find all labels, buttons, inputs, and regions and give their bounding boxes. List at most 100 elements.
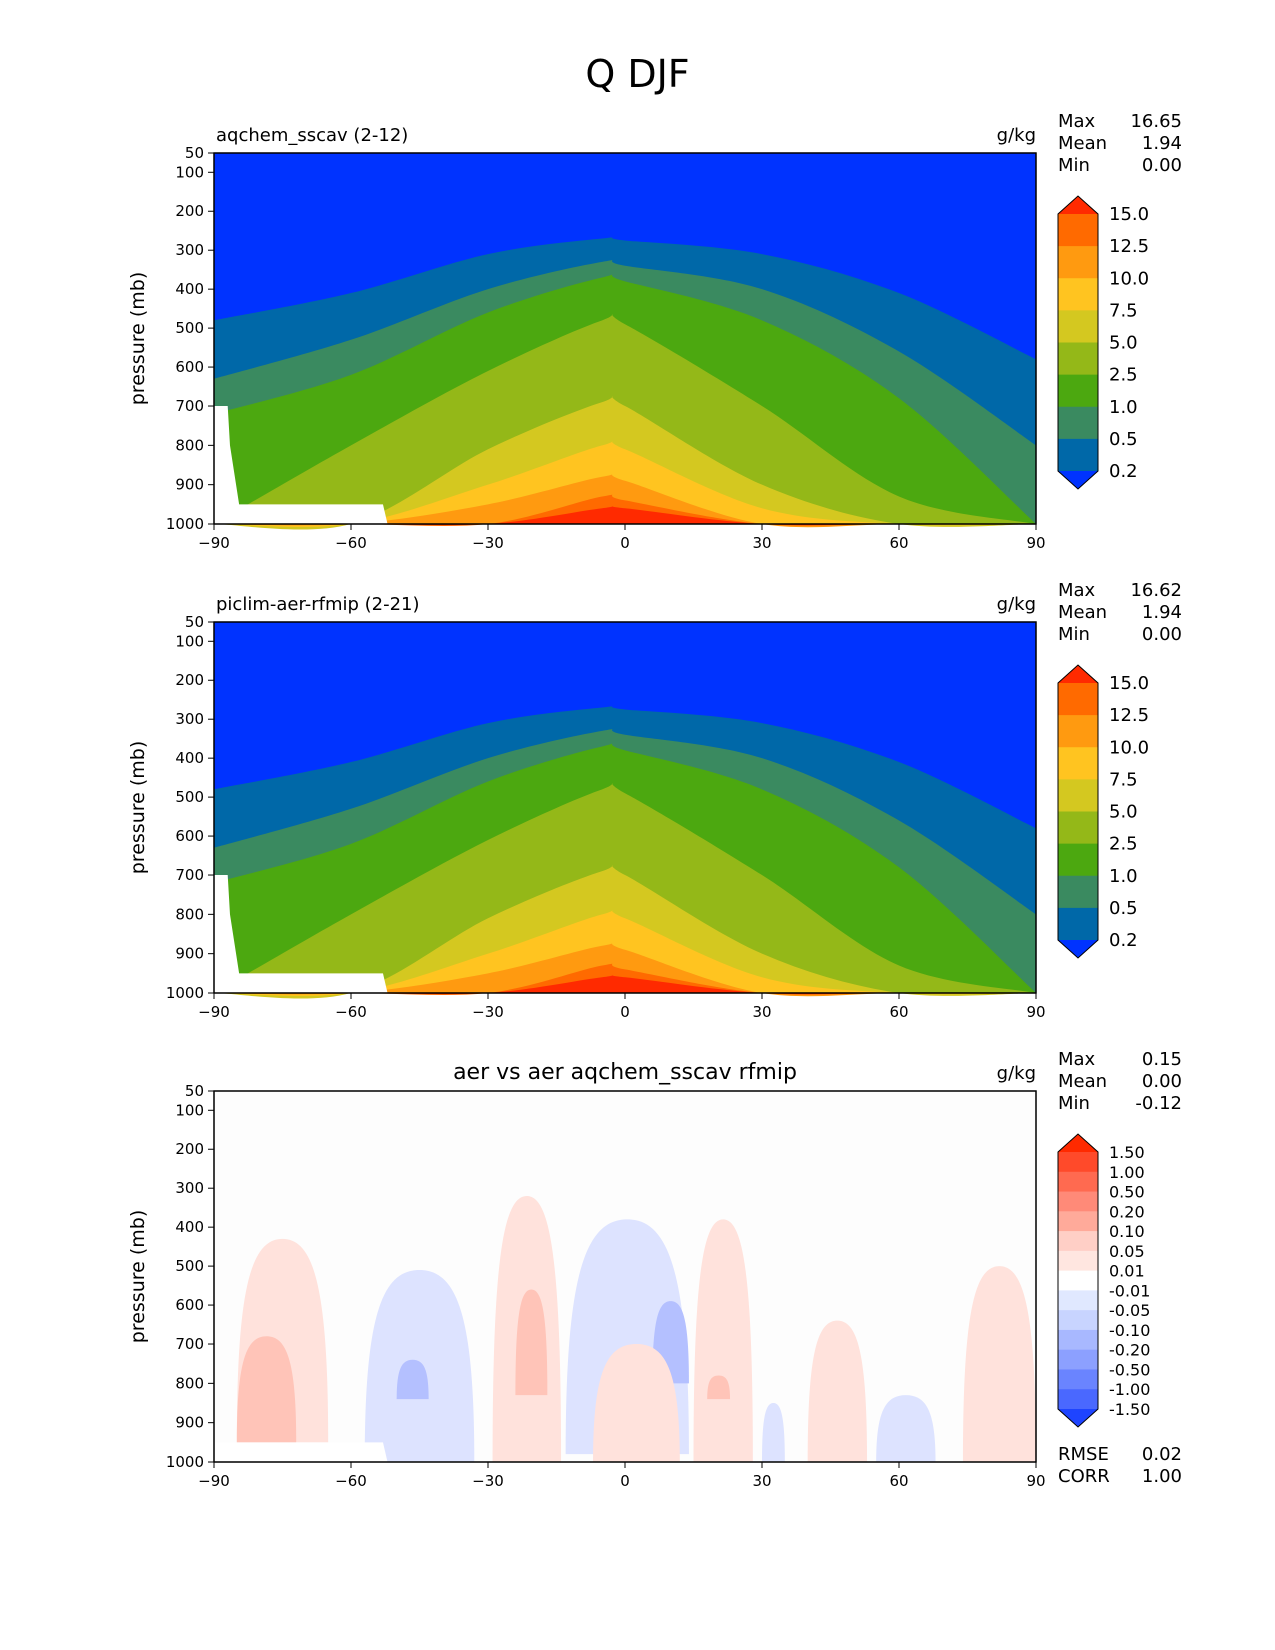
colorbar-extend-min [1058,940,1098,958]
colorbar-swatch [1058,1369,1098,1390]
colorbar-label: 0.2 [1109,461,1138,482]
colorbar-swatch [1058,278,1098,311]
y-tick-label: 200 [175,671,204,689]
x-tick-label: 90 [1026,1003,1045,1021]
colorbar-label: 1.50 [1109,1143,1145,1162]
colorbar-swatch [1058,779,1098,812]
stat-label: Max [1058,580,1096,601]
y-axis-label: pressure (mb) [127,741,149,875]
y-axis-label: pressure (mb) [127,272,149,406]
colorbar-label: 0.10 [1109,1222,1145,1241]
y-tick-label: 700 [175,866,204,884]
y-tick-label: 50 [185,1082,204,1100]
anomaly-region [962,1266,1036,1462]
y-tick-label: 900 [175,945,204,963]
colorbar-label: -0.20 [1109,1341,1150,1360]
stat-value: 1.00 [1142,1466,1182,1487]
y-tick-label: 800 [175,1374,204,1392]
colorbar-label: 5.0 [1109,802,1138,823]
x-tick-label: −60 [335,1003,367,1021]
colorbar-label: 0.2 [1109,930,1138,951]
colorbar-swatch [1058,1349,1098,1370]
anomaly-region [236,1336,297,1443]
stat-value: 0.00 [1142,155,1182,176]
colorbar-label: 10.0 [1109,737,1149,758]
colorbar-label: -1.00 [1109,1380,1150,1399]
stat-value: 0.00 [1142,624,1182,645]
colorbar-swatch [1058,683,1098,716]
colorbar-swatch [1058,1152,1098,1173]
colorbar-label: 0.20 [1109,1202,1145,1221]
panel-title: aqchem_sscav (2-12) [216,125,408,146]
colorbar-label: 7.5 [1109,769,1138,790]
y-tick-label: 900 [175,476,204,494]
colorbar-label: 1.00 [1109,1163,1145,1182]
field-0 [213,152,1037,530]
y-tick-label: 100 [175,163,204,181]
colorbar-label: 2.5 [1109,365,1138,386]
stat-label: Min [1058,624,1090,645]
anomaly-region [762,1403,785,1462]
colorbar-swatch [1058,747,1098,780]
y-tick-label: 400 [175,1218,204,1236]
colorbar-label: 10.0 [1109,268,1149,289]
colorbar-outline [1057,195,1099,490]
stat-label: Min [1058,155,1090,176]
panel-units: g/kg [997,125,1036,146]
colorbar-swatch [1058,1211,1098,1232]
colorbar-extend-max [1058,665,1098,683]
anomaly-region [593,1344,680,1462]
y-tick-label: 600 [175,827,204,845]
stat-value: 1.94 [1142,602,1182,623]
colorbar-swatch [1058,1250,1098,1272]
anomaly-region [693,1219,753,1462]
x-tick-label: −90 [198,1472,230,1490]
y-tick-label: 800 [175,436,204,454]
colorbar-label: 1.0 [1109,397,1138,418]
x-tick-label: 60 [889,1003,908,1021]
x-tick-label: −60 [335,1472,367,1490]
x-tick-label: 60 [889,1472,908,1490]
colorbar-0: 15.0 12.5 10.0 7.5 5.0 2.5 1.0 0.5 0.2 [1057,195,1149,490]
colorbar-extend-max [1058,1134,1098,1152]
x-tick-label: 60 [889,534,908,552]
orography-mask [214,875,388,993]
x-tick-label: 0 [620,1003,630,1021]
x-tick-label: 90 [1026,1472,1045,1490]
colorbar-swatch [1058,811,1098,845]
y-tick-label: 500 [175,319,204,337]
field-2 [213,1090,1037,1463]
field-1 [213,621,1037,999]
y-tick-label: 300 [175,241,204,259]
colorbar-swatch [1058,1329,1098,1351]
y-tick-label: 700 [175,397,204,415]
colorbar-label: 0.01 [1109,1262,1145,1281]
panel-units: g/kg [997,594,1036,615]
colorbar-outline [1057,664,1099,959]
anomaly-region [396,1359,429,1400]
colorbar-swatch [1058,1231,1098,1252]
x-tick-label: −90 [198,534,230,552]
colorbar-extend-min [1058,471,1098,489]
x-tick-label: −30 [472,1003,504,1021]
y-tick-label: 50 [185,613,204,631]
colorbar-swatch [1058,310,1098,343]
stat-label: Max [1058,111,1096,132]
colorbar-swatch [1058,843,1098,877]
contour-band [214,975,1036,995]
anomaly-region [876,1395,936,1462]
colorbar-swatch [1058,1270,1098,1291]
colorbar-swatch [1058,1171,1098,1193]
y-tick-label: 900 [175,1414,204,1432]
y-tick-label: 700 [175,1335,204,1353]
x-tick-label: 90 [1026,534,1045,552]
y-tick-label: 200 [175,202,204,220]
stat-value: 0.00 [1142,1071,1182,1092]
x-tick-label: −90 [198,1003,230,1021]
colorbar-swatch [1058,374,1098,408]
y-tick-label: 1000 [166,1453,204,1471]
colorbar-swatch [1058,1310,1098,1331]
